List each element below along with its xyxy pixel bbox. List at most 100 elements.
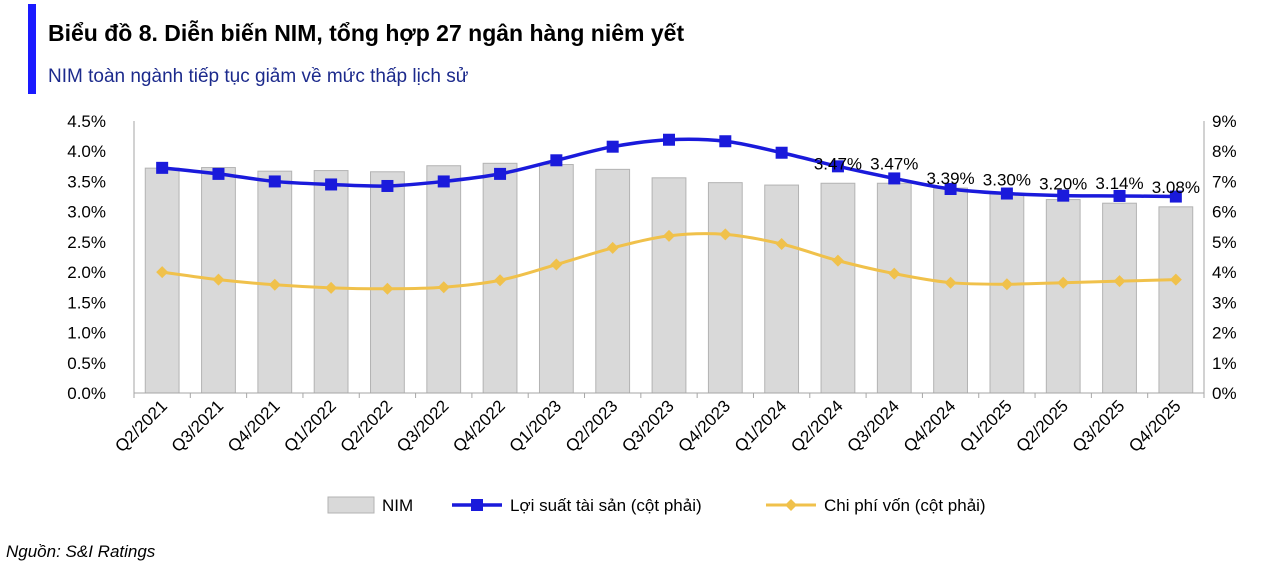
legend-nim-swatch bbox=[327, 496, 375, 514]
nim-bar bbox=[876, 182, 912, 394]
nim-bar bbox=[764, 184, 800, 394]
asset-yield-point bbox=[1169, 190, 1182, 203]
asset-yield-point bbox=[831, 160, 844, 173]
nim-bar bbox=[1045, 199, 1081, 394]
nim-bar bbox=[595, 168, 631, 394]
legend-asset-yield-marker bbox=[471, 499, 483, 511]
y-left-tick-label: 0.5% bbox=[67, 354, 106, 373]
asset-yield-point bbox=[663, 133, 675, 146]
y-left-tick-label: 1.5% bbox=[67, 293, 106, 312]
nim-bar bbox=[1102, 202, 1137, 394]
asset-yield-point bbox=[550, 154, 563, 167]
asset-yield-point bbox=[156, 161, 169, 174]
x-tick-label: Q2/2025 bbox=[1012, 396, 1072, 456]
nim-bar bbox=[144, 167, 180, 394]
cost-of-funds-point bbox=[325, 281, 338, 294]
y-right-tick-label: 3% bbox=[1212, 293, 1237, 312]
y-right-tick-label: 6% bbox=[1212, 203, 1237, 222]
x-tick-label: Q1/2024 bbox=[731, 396, 791, 456]
y-left-tick-label: 1.0% bbox=[67, 324, 106, 343]
y-right-tick-label: 7% bbox=[1212, 172, 1237, 191]
cost-of-funds-point bbox=[212, 273, 225, 286]
y-left-tick-label: 2.5% bbox=[67, 233, 106, 252]
x-tick-label: Q2/2024 bbox=[787, 396, 847, 456]
nim-bar bbox=[370, 171, 405, 394]
legend-cost-of-funds-label: Chi phí vốn (cột phải) bbox=[824, 496, 986, 515]
cost-of-funds-point bbox=[606, 241, 619, 254]
y-left-tick-label: 4.5% bbox=[67, 112, 106, 131]
asset-yield-point bbox=[606, 140, 619, 153]
y-right-tick-label: 1% bbox=[1212, 354, 1237, 373]
y-right-tick-label: 0% bbox=[1212, 384, 1237, 403]
nim-data-label: 3.47% bbox=[870, 154, 918, 173]
cost-of-funds-point bbox=[268, 278, 281, 291]
chart-subtitle: NIM toàn ngành tiếp tục giảm về mức thấp… bbox=[48, 66, 469, 87]
x-tick-label: Q1/2025 bbox=[956, 396, 1016, 456]
x-tick-label: Q4/2021 bbox=[224, 396, 284, 456]
nim-bar bbox=[933, 187, 968, 394]
x-tick-label: Q3/2025 bbox=[1069, 396, 1129, 456]
cost-of-funds-point bbox=[437, 281, 450, 294]
asset-yield-point bbox=[212, 167, 225, 180]
x-tick-label: Q1/2023 bbox=[506, 396, 566, 456]
x-tick-label: Q4/2023 bbox=[675, 396, 735, 456]
nim-bar bbox=[651, 177, 687, 394]
asset-yield-point bbox=[268, 175, 281, 188]
nim-bar bbox=[313, 170, 349, 394]
asset-yield-point bbox=[1113, 189, 1126, 202]
y-left-tick-label: 0.0% bbox=[67, 384, 106, 403]
cost-of-funds-point bbox=[775, 238, 788, 251]
cost-of-funds-point bbox=[719, 228, 732, 241]
nim-bar bbox=[1158, 206, 1194, 394]
y-left-tick-label: 3.0% bbox=[67, 203, 106, 222]
x-tick-label: Q1/2022 bbox=[280, 396, 340, 456]
nim-bar bbox=[538, 164, 574, 394]
nim-chart: 0.0% 0.5% 1.0% 1.5% 2.0% 2.5% 3.0% 3.5% 4.0% 4.5%… bbox=[67, 112, 1237, 515]
source-note: Nguồn: S&I Ratings bbox=[6, 542, 156, 561]
y-left-tick-label: 3.5% bbox=[67, 172, 106, 191]
y-right-tick-label: 9% bbox=[1212, 112, 1237, 131]
asset-yield-point bbox=[381, 179, 394, 192]
nim-bar bbox=[426, 165, 462, 394]
asset-yield-point bbox=[1057, 189, 1070, 202]
y-left-tick-label: 2.0% bbox=[67, 263, 106, 282]
nim-bar bbox=[989, 193, 1025, 394]
x-tick-label: Q4/2024 bbox=[900, 396, 960, 456]
nim-bar bbox=[707, 182, 743, 394]
legend-cost-of-funds-marker bbox=[785, 499, 797, 511]
cost-of-funds-point bbox=[494, 274, 507, 287]
y-left-tick-label: 4.0% bbox=[67, 142, 106, 161]
cost-of-funds-point bbox=[831, 254, 844, 267]
asset-yield-point bbox=[437, 175, 450, 188]
x-tick-label: Q3/2022 bbox=[393, 396, 453, 456]
x-tick-label: Q4/2022 bbox=[449, 396, 509, 456]
legend-nim-label: NIM bbox=[382, 496, 413, 515]
nim-data-label: 3.30% bbox=[983, 171, 1031, 190]
nim-data-label: 3.39% bbox=[926, 169, 974, 188]
nim-data-label: 3.14% bbox=[1095, 174, 1143, 193]
cost-of-funds-point bbox=[888, 267, 901, 280]
asset-yield-point bbox=[888, 172, 901, 185]
title-accent-bar bbox=[28, 4, 36, 94]
cost-of-funds-point bbox=[156, 266, 169, 279]
cost-of-funds-point bbox=[663, 229, 675, 242]
asset-yield-point bbox=[775, 146, 788, 159]
y-right-tick-label: 8% bbox=[1212, 142, 1237, 161]
cost-of-funds-point bbox=[1057, 276, 1070, 289]
cost-of-funds-point bbox=[1000, 278, 1013, 291]
legend-asset-yield-label: Lợi suất tài sản (cột phải) bbox=[510, 496, 702, 515]
y-right-tick-label: 4% bbox=[1212, 263, 1237, 282]
nim-bar bbox=[820, 182, 856, 394]
asset-yield-point bbox=[1000, 187, 1013, 200]
nim-data-label: 3.08% bbox=[1152, 178, 1200, 197]
asset-yield-point bbox=[719, 135, 732, 148]
x-tick-label: Q2/2022 bbox=[337, 396, 397, 456]
x-tick-label: Q2/2023 bbox=[562, 396, 622, 456]
nim-data-label: 3.20% bbox=[1039, 175, 1087, 194]
x-tick-label: Q3/2021 bbox=[168, 396, 228, 456]
nim-data-label: 3.47% bbox=[814, 154, 862, 173]
x-tick-label: Q3/2023 bbox=[618, 396, 678, 456]
cost-of-funds-point bbox=[1169, 273, 1182, 286]
asset-yield-point bbox=[944, 183, 957, 195]
cost-of-funds-point bbox=[1113, 275, 1126, 288]
